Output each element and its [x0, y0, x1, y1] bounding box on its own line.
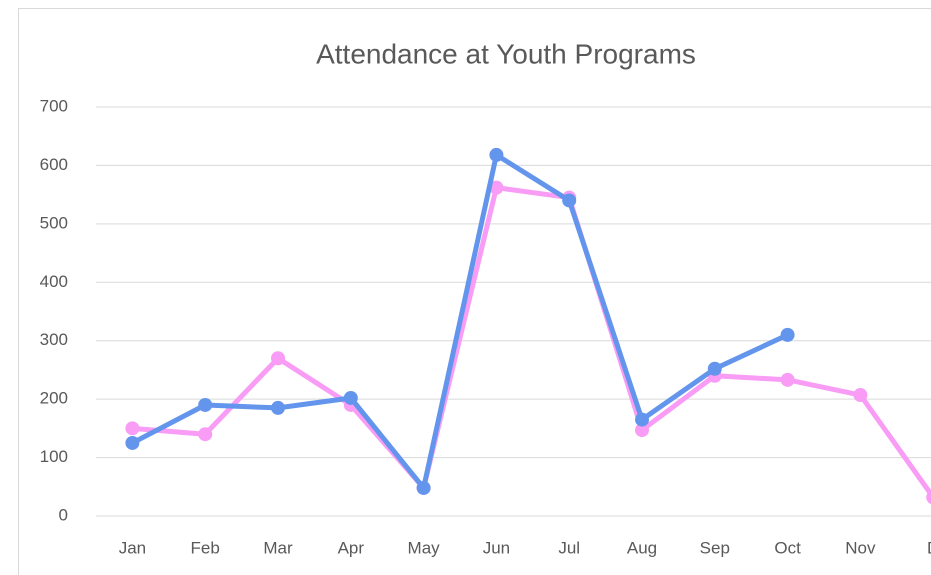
series-marker: [416, 480, 431, 495]
series-marker: [125, 421, 140, 436]
x-tick-label: Oct: [774, 538, 801, 557]
y-tick-label: 0: [59, 505, 68, 524]
x-tick-label: Jun: [483, 538, 510, 557]
x-tick-label: May: [408, 538, 441, 557]
series-marker: [271, 351, 285, 366]
chart-frame: [18, 8, 931, 575]
x-tick-label: Sep: [700, 538, 730, 557]
series-marker: [125, 435, 140, 450]
x-tick-label: Jan: [119, 538, 146, 557]
x-tick-label: Jul: [558, 538, 580, 557]
series-marker: [198, 427, 213, 442]
series-marker: [707, 361, 722, 376]
series-marker: [271, 400, 285, 415]
series-marker: [562, 193, 577, 208]
x-tick-label: Nov: [845, 538, 876, 557]
series-marker: [635, 412, 649, 427]
series-line: [129, 185, 931, 499]
series-marker: [198, 397, 213, 412]
x-tick-label: Apr: [338, 538, 365, 557]
series-marker: [853, 388, 868, 403]
y-tick-label: 500: [40, 213, 68, 232]
series-marker: [926, 490, 931, 504]
series-marker: [489, 180, 504, 195]
series-marker: [635, 423, 649, 438]
y-tick-label: 400: [40, 272, 68, 291]
y-tick-label: 600: [40, 155, 68, 174]
x-tick-label: Feb: [191, 538, 220, 557]
series-marker: [489, 147, 504, 162]
x-tick-label: Aug: [627, 538, 657, 557]
x-tick-label: D: [927, 538, 931, 557]
y-tick-label: 700: [40, 96, 68, 115]
y-tick-label: 200: [40, 389, 68, 408]
series-line: [129, 152, 791, 491]
y-tick-label: 300: [40, 330, 68, 349]
x-tick-label: Mar: [263, 538, 293, 557]
y-tick-label: 100: [40, 447, 68, 466]
series-marker: [780, 372, 795, 387]
series-marker: [343, 390, 358, 405]
chart-title: Attendance at Youth Programs: [316, 38, 696, 69]
series-marker: [780, 327, 795, 342]
